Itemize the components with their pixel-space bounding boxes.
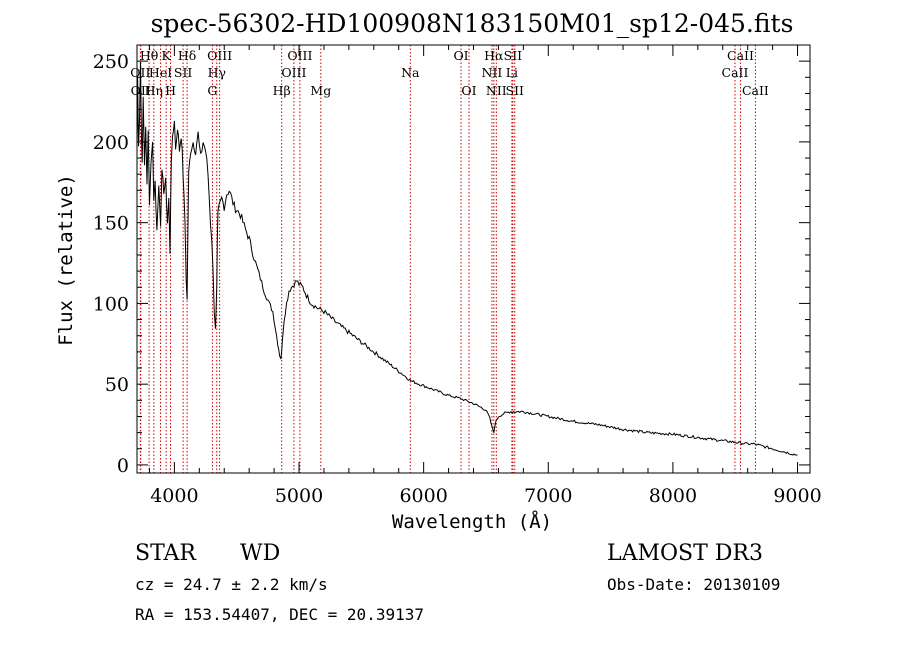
x-tick-label: 7000 (524, 485, 572, 507)
spectral-line-label: OI (461, 83, 476, 98)
spectral-line-label: Hβ (273, 83, 291, 98)
spectral-line-label: OI (453, 48, 468, 63)
spectral-line-label: Hθ (140, 48, 158, 63)
spectral-line-label: CaII (727, 48, 754, 63)
x-tick-label: 9000 (773, 485, 821, 507)
y-tick-label: 250 (93, 51, 129, 73)
spectral-line-label: Hη (145, 83, 163, 98)
spectral-line-label: Hδ (178, 48, 196, 63)
object-class: STAR (135, 541, 197, 566)
spectral-line-label: SII (174, 65, 193, 80)
spectral-line-label: Li (506, 65, 518, 80)
spectral-line-label: NII (486, 83, 507, 98)
spectral-line-label: H (165, 83, 176, 98)
spectral-line-label: HeI (149, 65, 172, 80)
spectrum-line (136, 61, 798, 456)
spectral-line-label: Hγ (208, 65, 226, 80)
chart-title: spec-56302-HD100908N183150M01_sp12-045.f… (151, 9, 794, 38)
x-axis-ticks: 4000 5000 6000 7000 8000 9000 (148, 45, 822, 507)
sky-coordinates: RA = 153.54407, DEC = 20.39137 (135, 605, 424, 624)
spectral-line-label: SII (506, 83, 525, 98)
spectral-line-markers (139, 45, 756, 473)
x-tick-label: 5000 (275, 485, 323, 507)
spectral-line-label: CaII (742, 83, 769, 98)
spectral-line-label: SII (504, 48, 523, 63)
redshift-value: cz = 24.7 ± 2.2 km/s (135, 575, 328, 594)
y-tick-label: 200 (93, 132, 129, 154)
spectral-line-label: Mg (310, 83, 331, 98)
x-tick-label: 4000 (150, 485, 198, 507)
spectral-line-label: G (207, 83, 217, 98)
y-tick-label: 50 (105, 374, 129, 396)
spectral-line-label: OIII (207, 48, 232, 63)
y-tick-label: 0 (117, 455, 129, 477)
spectral-line-label: OIII (281, 65, 306, 80)
spectral-line-label: NII (482, 65, 503, 80)
x-tick-label: 8000 (649, 485, 697, 507)
x-axis-label: Wavelength (Å) (392, 510, 552, 533)
x-tick-label: 6000 (399, 485, 447, 507)
y-axis-ticks: 0 50 100 150 200 250 (93, 51, 810, 477)
observation-date: Obs-Date: 20130109 (607, 575, 780, 594)
spectral-line-label: CaII (722, 65, 749, 80)
y-tick-label: 150 (93, 213, 129, 235)
y-tick-label: 100 (93, 293, 129, 315)
plot-frame (136, 44, 811, 474)
spectral-line-label: Na (401, 65, 420, 80)
survey-name: LAMOST DR3 (607, 541, 763, 566)
spectral-line-label: Hα (484, 48, 504, 63)
spectral-line-label: OIII (287, 48, 312, 63)
y-axis-label: Flux (relative) (55, 174, 77, 346)
spectral-line-label: K (161, 48, 171, 63)
object-subclass: WD (240, 541, 280, 566)
